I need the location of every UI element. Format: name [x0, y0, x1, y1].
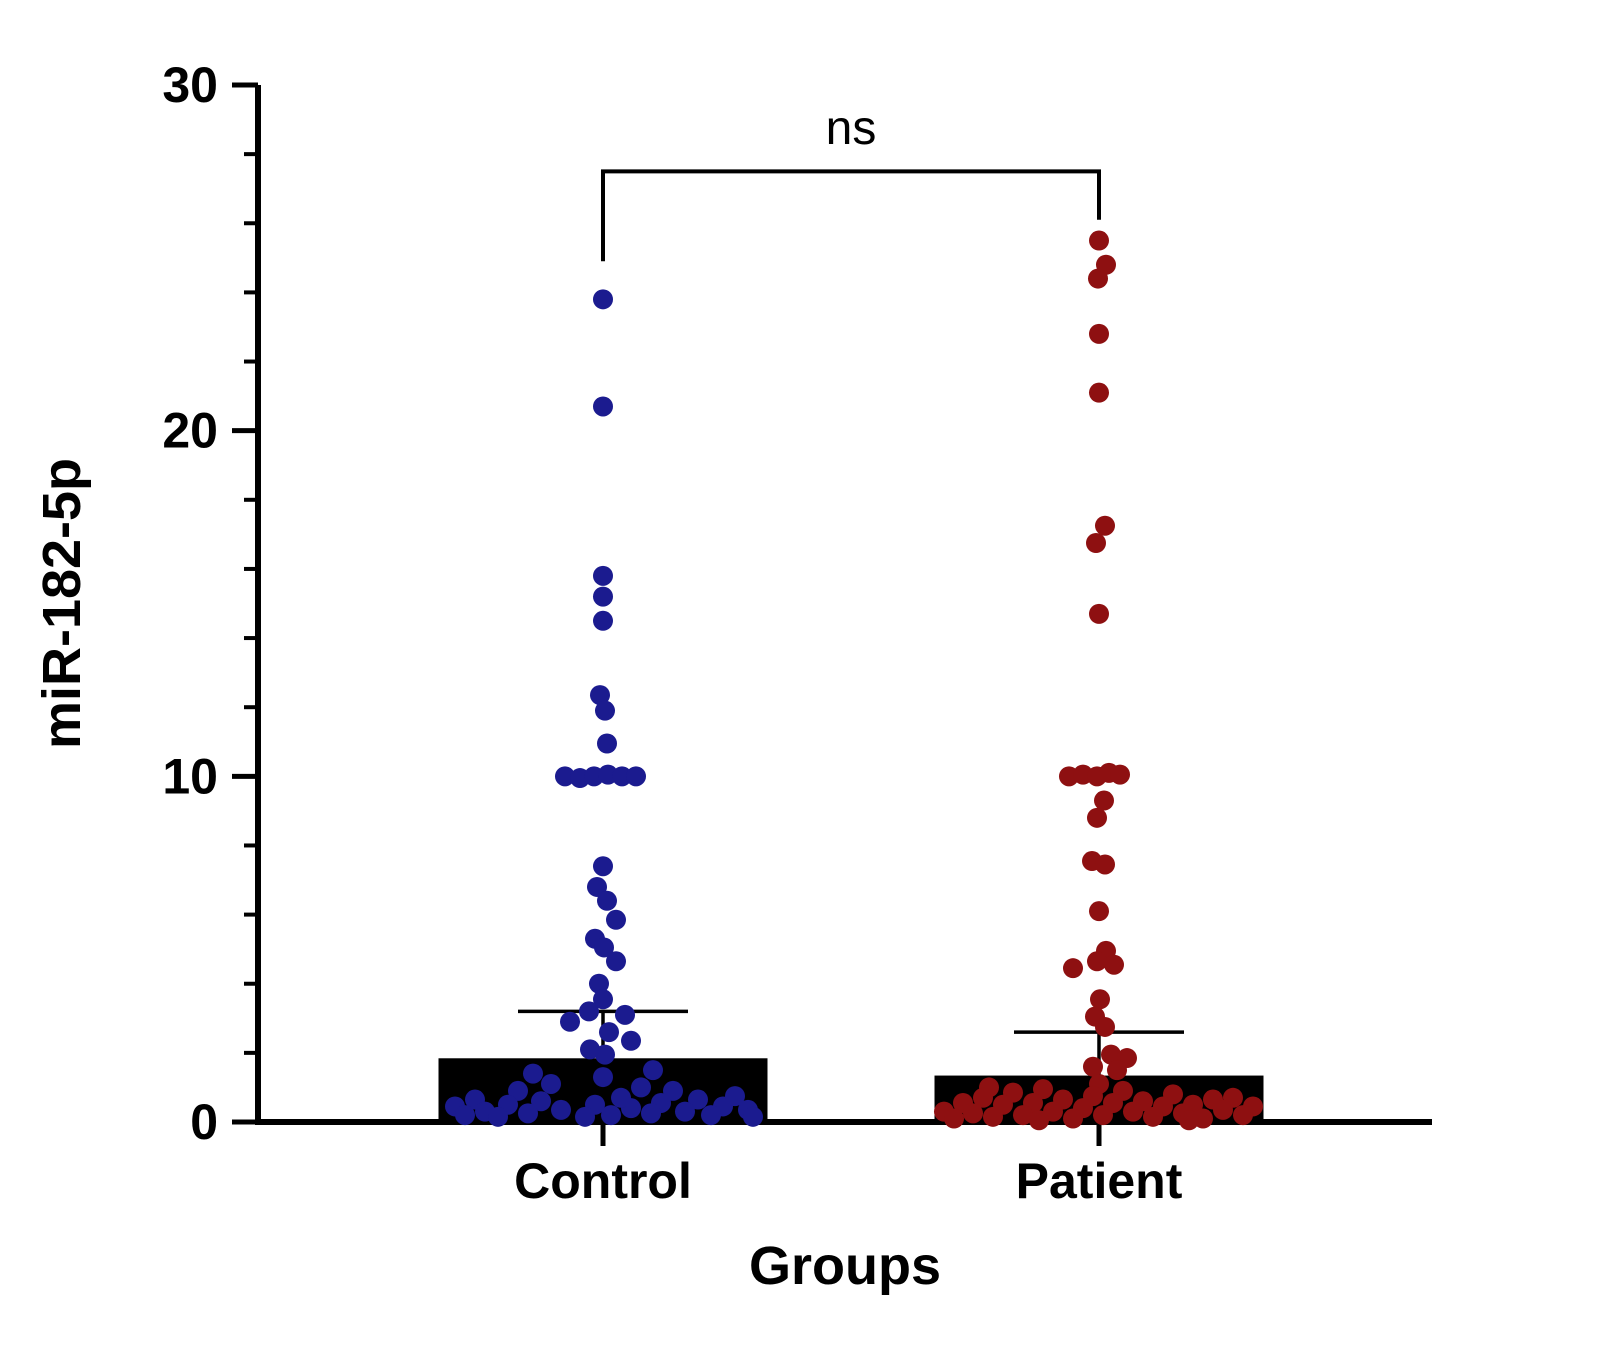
data-point: [593, 586, 613, 607]
data-point: [595, 700, 615, 721]
significance-label: ns: [826, 102, 877, 155]
data-point: [1095, 854, 1115, 875]
data-point: [593, 289, 613, 310]
data-point: [626, 766, 646, 787]
data-point: [488, 1106, 508, 1127]
data-point: [621, 1030, 641, 1051]
data-point: [1089, 230, 1109, 251]
data-point: [675, 1101, 695, 1122]
data-point: [1104, 954, 1124, 975]
data-point: [1063, 1108, 1083, 1129]
data-point: [518, 1103, 538, 1124]
data-point: [688, 1089, 708, 1110]
data-point: [593, 856, 613, 877]
data-point: [1089, 382, 1109, 403]
data-point: [541, 1073, 561, 1094]
data-point: [597, 733, 617, 754]
data-point: [455, 1105, 475, 1126]
scatter-points-patient: [934, 230, 1263, 1131]
data-point: [593, 1067, 613, 1088]
data-point: [606, 951, 626, 972]
data-point: [1093, 1105, 1113, 1126]
category-label-patient: Patient: [1016, 1153, 1183, 1209]
data-point: [1143, 1106, 1163, 1127]
data-point: [597, 890, 617, 911]
data-point: [1094, 790, 1114, 811]
data-point: [508, 1080, 528, 1101]
data-point: [1087, 951, 1107, 972]
data-point: [701, 1105, 721, 1126]
data-point: [593, 610, 613, 631]
data-point: [555, 766, 575, 787]
data-point: [743, 1106, 763, 1127]
data-point: [641, 1103, 661, 1124]
data-point: [593, 989, 613, 1010]
significance-bracket: [601, 169, 1101, 262]
data-point: [1088, 268, 1108, 289]
data-point: [615, 1004, 635, 1025]
data-point: [1095, 1016, 1115, 1037]
data-point: [1089, 901, 1109, 922]
y-axis-title: miR-182-5p: [32, 458, 92, 749]
data-point: [963, 1103, 983, 1124]
data-point: [1110, 764, 1130, 785]
data-point: [1123, 1101, 1143, 1122]
y-axis-ticks: [232, 82, 258, 1125]
data-point: [643, 1060, 663, 1081]
category-label-control: Control: [514, 1153, 692, 1209]
data-point: [631, 1077, 651, 1098]
y-tick-label: 0: [190, 1094, 218, 1150]
data-point: [725, 1086, 745, 1107]
data-point: [612, 766, 632, 787]
data-point: [1101, 1044, 1121, 1065]
data-point: [973, 1087, 993, 1108]
data-point: [1213, 1099, 1233, 1120]
data-point: [590, 685, 610, 706]
data-point: [1090, 989, 1110, 1010]
data-point: [593, 565, 613, 586]
data-point: [587, 876, 607, 897]
data-point: [593, 396, 613, 417]
data-point: [1233, 1105, 1253, 1126]
data-point: [595, 1044, 615, 1065]
data-point: [1087, 807, 1107, 828]
data-point: [606, 909, 626, 930]
data-point: [1107, 1060, 1127, 1081]
data-point: [1089, 323, 1109, 344]
data-point: [594, 937, 614, 958]
data-point: [560, 1011, 580, 1032]
data-point: [551, 1099, 571, 1120]
scatter-points-control: [445, 289, 763, 1127]
y-tick-label: 10: [162, 748, 218, 804]
data-point: [575, 1106, 595, 1127]
data-point: [1179, 1110, 1199, 1131]
data-point: [523, 1063, 543, 1084]
data-point: [983, 1106, 1003, 1127]
data-point: [1029, 1110, 1049, 1131]
data-point: [580, 1039, 600, 1060]
y-tick-label: 20: [162, 403, 218, 459]
data-point: [1083, 1056, 1103, 1077]
data-point: [601, 1105, 621, 1126]
data-point: [1063, 958, 1083, 979]
data-point: [531, 1091, 551, 1112]
data-point: [611, 1087, 631, 1108]
data-point: [579, 1001, 599, 1022]
data-point: [1095, 515, 1115, 536]
data-point: [599, 1022, 619, 1043]
data-point: [1089, 603, 1109, 624]
x-axis-title: Groups: [749, 1236, 941, 1296]
data-point: [944, 1108, 964, 1129]
y-tick-label: 30: [162, 57, 218, 113]
data-point: [1033, 1079, 1053, 1100]
data-point: [589, 973, 609, 994]
data-point: [1086, 533, 1106, 554]
data-point: [1013, 1105, 1033, 1126]
